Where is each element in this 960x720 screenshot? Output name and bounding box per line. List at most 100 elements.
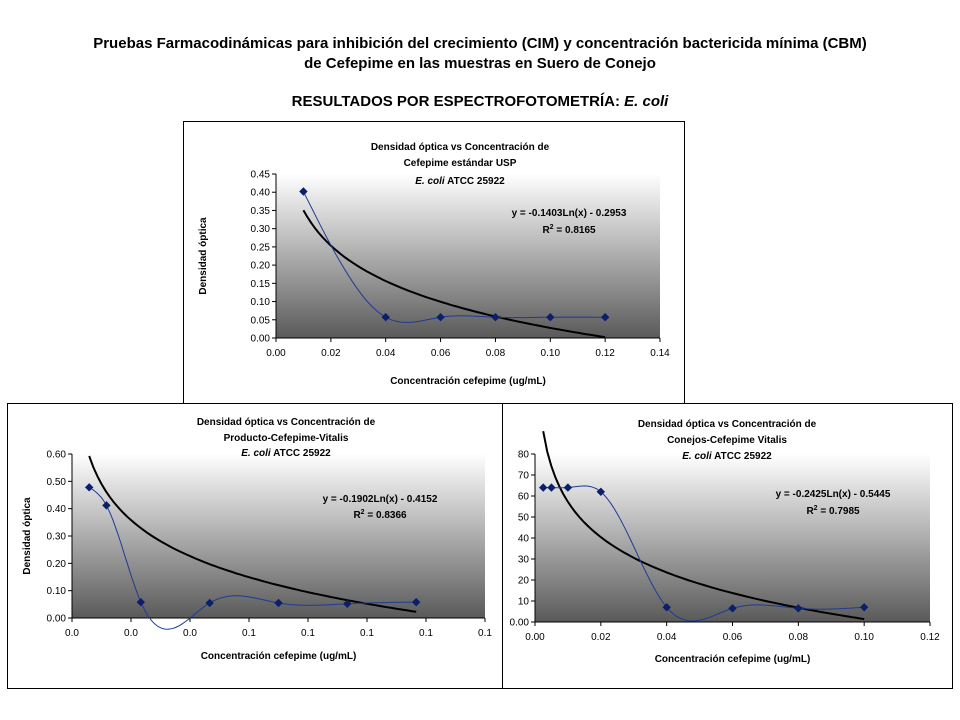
chart-title-line1: Densidad óptica vs Concentración de xyxy=(638,419,817,430)
data-point xyxy=(343,599,352,608)
y-tick-label: 0.30 xyxy=(47,532,67,543)
plot-area xyxy=(276,174,660,338)
plot-area xyxy=(72,454,485,618)
data-point xyxy=(794,604,803,613)
y-tick-label: 0.05 xyxy=(251,315,271,326)
y-tick-label: 0.00 xyxy=(47,614,67,625)
trend-r-squared: R2 = 0.7985 xyxy=(806,505,860,517)
data-point xyxy=(662,603,671,612)
chart-svg: Densidad óptica vs Concentración de Produ… xyxy=(22,417,492,662)
report-subtitle-organism: E. coli xyxy=(624,93,669,110)
chart-title-line3: E. coli ATCC 25922 xyxy=(682,451,772,462)
y-tick-label: 0.10 xyxy=(47,586,67,597)
x-axis-label: Concentración cefepime (ug/mL) xyxy=(201,651,357,662)
chart-svg: Densidad óptica vs Concentración de Conej… xyxy=(510,419,941,665)
trend-equation: y = -0.2425Ln(x) - 0.5445 xyxy=(776,489,891,500)
chart-title-line1: Densidad óptica vs Concentración de xyxy=(197,417,376,428)
trend-equation: y = -0.1902Ln(x) - 0.4152 xyxy=(323,494,438,505)
y-axis-label: Densidad óptica xyxy=(198,217,209,295)
x-tick-label: 0.1 xyxy=(242,628,256,639)
report-title-line2: de Cefepime en las muestras en Suero de … xyxy=(304,55,656,72)
y-tick-label: 0.10 xyxy=(251,297,271,308)
data-point xyxy=(859,603,869,612)
trend-equation: y = -0.1403Ln(x) - 0.2953 xyxy=(512,208,627,219)
y-tick-label: 0.60 xyxy=(47,450,67,461)
data-point xyxy=(596,487,606,497)
data-point xyxy=(600,313,610,322)
data-point xyxy=(136,597,146,607)
x-tick-label: 0.06 xyxy=(723,632,743,643)
chart-panel-usp: Densidad óptica vs Concentración de Cefep… xyxy=(183,121,685,409)
chart-panel-producto: Densidad óptica vs Concentración de Produ… xyxy=(7,403,504,689)
chart-title-line3: E. coli ATCC 25922 xyxy=(241,448,331,459)
data-point xyxy=(205,598,214,608)
y-tick-label: 40 xyxy=(518,534,530,545)
y-tick-label: 0.25 xyxy=(251,242,271,253)
y-tick-label: 0.50 xyxy=(47,477,67,488)
chart-title-line2: Producto-Cefepime-Vitalis xyxy=(224,433,349,444)
data-point xyxy=(411,597,421,607)
chart-title-line2: Cefepime estándar USP xyxy=(404,158,517,169)
x-tick-label: 0.06 xyxy=(431,348,451,359)
x-tick-label: 0.04 xyxy=(657,632,677,643)
y-tick-label: 0.00 xyxy=(251,334,271,345)
report-title-line1: Pruebas Farmacodinámicas para inhibición… xyxy=(93,35,867,52)
y-tick-label: 30 xyxy=(518,555,530,566)
trendline-log xyxy=(542,431,865,621)
y-tick-label: 10 xyxy=(518,597,530,608)
trendline-log xyxy=(302,209,606,339)
y-tick-label: 0.00 xyxy=(510,618,530,629)
y-tick-label: 0.30 xyxy=(251,224,271,235)
y-tick-label: 0.20 xyxy=(47,559,67,570)
y-tick-label: 50 xyxy=(518,513,530,524)
x-tick-label: 0.00 xyxy=(266,348,286,359)
x-tick-label: 0.14 xyxy=(650,348,670,359)
x-tick-label: 0.12 xyxy=(920,632,940,643)
x-tick-label: 0.00 xyxy=(525,632,545,643)
data-point xyxy=(546,313,555,322)
x-tick-label: 0.1 xyxy=(301,628,315,639)
x-axis-label: Concentración cefepime (ug/mL) xyxy=(655,654,811,665)
data-point xyxy=(491,313,500,322)
data-point xyxy=(436,313,445,322)
data-point xyxy=(539,483,548,492)
x-tick-label: 0.0 xyxy=(124,628,138,639)
y-tick-label: 0.35 xyxy=(251,206,271,217)
data-point xyxy=(547,483,556,492)
x-tick-label: 0.0 xyxy=(65,628,79,639)
chart-title-line3: E. coli ATCC 25922 xyxy=(415,176,505,187)
x-tick-label: 0.10 xyxy=(541,348,561,359)
chart-svg: Densidad óptica vs Concentración de Cefep… xyxy=(198,142,670,387)
plot-area xyxy=(535,454,930,622)
y-tick-label: 20 xyxy=(518,576,530,587)
y-tick-label: 0.15 xyxy=(251,279,271,290)
data-point xyxy=(102,501,111,510)
chart-title-line1: Densidad óptica vs Concentración de xyxy=(371,142,550,153)
data-point xyxy=(728,604,737,613)
data-point xyxy=(299,187,308,196)
y-tick-label: 70 xyxy=(518,471,530,482)
x-tick-label: 0.1 xyxy=(478,628,492,639)
x-tick-label: 0.12 xyxy=(595,348,615,359)
y-tick-label: 0.40 xyxy=(47,504,67,515)
trend-r-squared: R2 = 0.8165 xyxy=(542,224,596,236)
y-tick-label: 0.40 xyxy=(251,188,271,199)
y-tick-label: 0.45 xyxy=(251,170,271,181)
chart-panel-conejos: Densidad óptica vs Concentración de Conej… xyxy=(502,403,953,689)
x-axis-label: Concentración cefepime (ug/mL) xyxy=(390,376,546,387)
x-tick-label: 0.08 xyxy=(486,348,506,359)
x-tick-label: 0.1 xyxy=(419,628,433,639)
data-point xyxy=(381,313,390,322)
y-tick-label: 0.20 xyxy=(251,261,271,272)
trend-r-squared: R2 = 0.8366 xyxy=(353,509,407,521)
series-line xyxy=(302,191,606,323)
chart-title-line2: Conejos-Cefepime Vitalis xyxy=(667,435,787,446)
report-subtitle: RESULTADOS POR ESPECTROFOTOMETRÍA: E. co… xyxy=(0,93,960,110)
data-point xyxy=(563,483,573,492)
y-tick-label: 80 xyxy=(518,450,530,461)
x-tick-label: 0.0 xyxy=(183,628,197,639)
y-axis-label: Densidad óptica xyxy=(22,497,33,575)
x-tick-label: 0.1 xyxy=(360,628,374,639)
x-tick-label: 0.10 xyxy=(854,632,874,643)
y-tick-label: 60 xyxy=(518,492,530,503)
